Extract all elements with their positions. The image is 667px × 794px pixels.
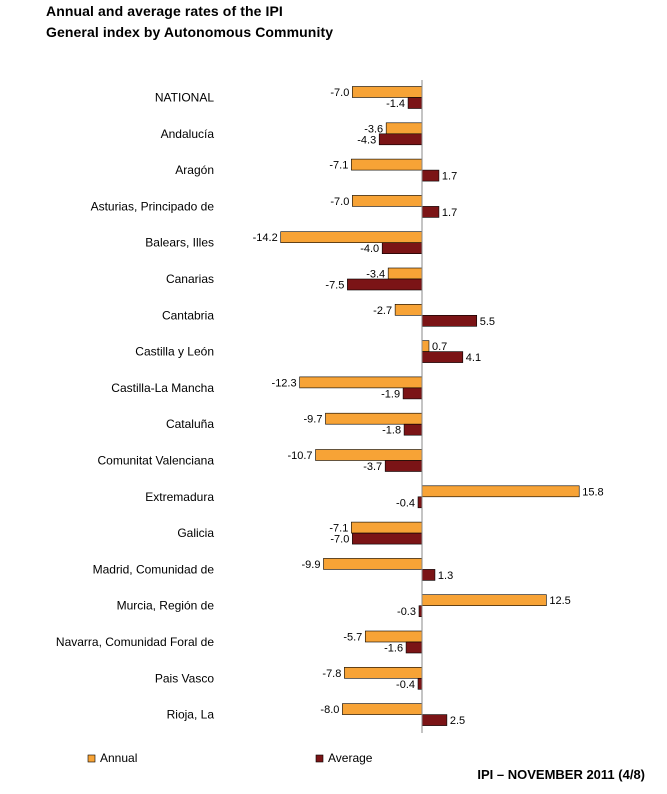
annual-bar bbox=[344, 666, 423, 679]
average-bar bbox=[402, 387, 423, 400]
category-label: Aragón bbox=[175, 163, 214, 177]
average-bar bbox=[347, 278, 423, 291]
annual-data-label: -3.4 bbox=[366, 269, 385, 281]
annual-data-label: -14.2 bbox=[253, 232, 278, 244]
average-bar bbox=[381, 242, 423, 254]
category-label: Comunitat Valenciana bbox=[97, 454, 214, 468]
category-label: Asturias, Principado de bbox=[91, 199, 215, 213]
annual-bar bbox=[421, 594, 547, 607]
average-bar bbox=[378, 133, 423, 146]
average-data-label: 2.5 bbox=[450, 715, 465, 727]
category-label: Extremadura bbox=[145, 490, 214, 504]
annual-bar bbox=[315, 449, 423, 461]
average-data-label: -1.9 bbox=[381, 388, 400, 400]
average-bar bbox=[352, 532, 423, 545]
category-label: Cataluña bbox=[166, 417, 214, 431]
annual-bar bbox=[325, 412, 423, 425]
average-data-label: -4.0 bbox=[360, 243, 379, 255]
average-data-label: -1.8 bbox=[382, 425, 401, 437]
average-bar bbox=[403, 423, 423, 436]
annual-legend-label: Annual bbox=[100, 751, 137, 765]
annual-data-label: -7.8 bbox=[322, 668, 341, 680]
category-label: Murcia, Región de bbox=[117, 599, 215, 613]
average-data-label: -7.0 bbox=[330, 534, 349, 546]
average-legend-label: Average bbox=[328, 751, 373, 765]
average-bar bbox=[421, 206, 440, 218]
annual-bar bbox=[387, 267, 423, 280]
annual-data-label: -7.0 bbox=[330, 196, 349, 208]
annual-bar bbox=[364, 630, 423, 643]
category-label: Andalucía bbox=[161, 127, 215, 141]
annual-data-label: -9.9 bbox=[302, 559, 321, 571]
annual-bar bbox=[421, 340, 430, 352]
annual-data-label: 12.5 bbox=[549, 595, 570, 607]
category-label: Balears, Illes bbox=[145, 236, 214, 250]
annual-bar bbox=[394, 303, 423, 316]
average-data-label: -7.5 bbox=[325, 280, 344, 292]
average-bar bbox=[417, 677, 423, 690]
annual-data-label: -3.6 bbox=[364, 123, 383, 135]
annual-data-label: -7.0 bbox=[330, 87, 349, 99]
average-bar bbox=[421, 351, 464, 363]
average-data-label: -1.6 bbox=[384, 643, 403, 655]
annual-data-label: -5.7 bbox=[343, 632, 362, 644]
annual-data-label: -10.7 bbox=[287, 450, 312, 462]
annual-data-label: -7.1 bbox=[329, 160, 348, 172]
category-label: Navarra, Comunidad Foral de bbox=[56, 635, 214, 649]
annual-data-label: 0.7 bbox=[432, 341, 447, 353]
category-label: Rioja, La bbox=[167, 708, 215, 722]
average-bar bbox=[421, 169, 440, 182]
annual-bar bbox=[352, 86, 423, 98]
average-bar bbox=[384, 460, 423, 472]
average-data-label: -0.3 bbox=[397, 606, 416, 618]
annual-bar bbox=[351, 158, 423, 171]
annual-legend-swatch bbox=[87, 754, 96, 763]
average-data-label: 4.1 bbox=[466, 352, 481, 364]
category-label: NATIONAL bbox=[155, 91, 214, 105]
annual-data-label: 15.8 bbox=[582, 486, 603, 498]
annual-bar bbox=[280, 231, 423, 243]
footer-label: IPI – NOVEMBER 2011 (4/8) bbox=[477, 767, 645, 782]
average-data-label: -4.3 bbox=[357, 134, 376, 146]
chart-title: Annual and average rates of the IPI bbox=[46, 3, 283, 19]
annual-bar bbox=[421, 485, 580, 498]
average-data-label: -1.4 bbox=[386, 98, 405, 110]
annual-data-label: -12.3 bbox=[272, 377, 297, 389]
average-bar bbox=[405, 641, 423, 654]
annual-bar bbox=[352, 195, 423, 207]
category-label: Cantabria bbox=[162, 308, 214, 322]
average-data-label: 1.7 bbox=[442, 171, 457, 183]
annual-data-label: -2.7 bbox=[373, 305, 392, 317]
category-label: Castilla-La Mancha bbox=[111, 381, 214, 395]
category-label: Canarias bbox=[166, 272, 214, 286]
average-bar bbox=[421, 314, 478, 327]
category-label: Galicia bbox=[177, 526, 214, 540]
average-data-label: 5.5 bbox=[480, 316, 495, 328]
average-legend-swatch bbox=[315, 754, 324, 763]
chart-subtitle: General index by Autonomous Community bbox=[46, 24, 334, 40]
average-data-label: 1.7 bbox=[442, 207, 457, 219]
annual-data-label: -7.1 bbox=[329, 523, 348, 535]
annual-bar bbox=[299, 376, 423, 389]
average-bar bbox=[421, 569, 436, 581]
annual-bar bbox=[385, 122, 423, 135]
annual-bar bbox=[323, 558, 423, 570]
annual-bar bbox=[342, 703, 423, 715]
average-bar bbox=[407, 97, 423, 109]
average-data-label: -3.7 bbox=[363, 461, 382, 473]
annual-bar bbox=[351, 521, 423, 534]
average-data-label: 1.3 bbox=[438, 570, 453, 582]
average-bar bbox=[421, 714, 448, 726]
annual-data-label: -8.0 bbox=[320, 704, 339, 716]
average-data-label: -0.4 bbox=[396, 497, 415, 509]
category-label: Madrid, Comunidad de bbox=[93, 562, 215, 576]
average-data-label: -0.4 bbox=[396, 679, 415, 691]
category-label: Pais Vasco bbox=[155, 671, 214, 685]
average-bar bbox=[417, 496, 423, 509]
annual-data-label: -9.7 bbox=[304, 414, 323, 426]
category-label: Castilla y León bbox=[135, 345, 214, 359]
